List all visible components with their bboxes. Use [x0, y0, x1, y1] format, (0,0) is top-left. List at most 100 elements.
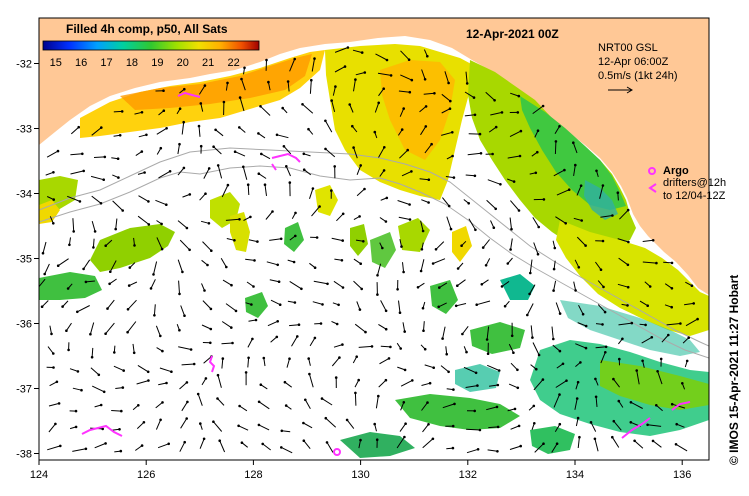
current-arrow: [507, 155, 521, 159]
current-arrow: [303, 440, 311, 450]
current-arrowhead: [293, 301, 297, 304]
drifter-track: [271, 152, 301, 171]
current-arrowhead: [133, 244, 136, 247]
current-arrowhead: [506, 262, 510, 265]
current-arrowhead: [337, 303, 340, 307]
current-arrow: [258, 132, 266, 139]
date-title: 12-Apr-2021 00Z: [466, 27, 559, 41]
current-arrow: [226, 238, 235, 241]
current-arrowhead: [554, 140, 558, 143]
current-arrowhead: [465, 82, 469, 85]
current-arrowhead: [161, 401, 164, 404]
y-tick-label: -34: [16, 189, 32, 201]
current-arrow: [91, 220, 96, 232]
current-arrow: [225, 218, 240, 221]
current-arrowhead: [254, 318, 258, 322]
current-arrowhead: [476, 448, 480, 451]
current-arrow: [137, 364, 149, 373]
current-arrowhead: [626, 263, 630, 267]
current-arrowhead: [101, 427, 104, 431]
current-arrowhead: [36, 287, 39, 290]
current-arrowhead: [604, 351, 607, 354]
current-arrowhead: [186, 400, 189, 404]
current-arrowhead: [577, 266, 581, 269]
current-arrowhead: [118, 134, 122, 137]
current-arrow: [261, 153, 271, 160]
current-arrowhead: [426, 54, 429, 58]
current-arrowhead: [167, 442, 170, 446]
current-arrowhead: [311, 187, 315, 190]
current-arrowhead: [437, 305, 441, 309]
current-arrow: [574, 259, 580, 268]
current-arrow: [242, 166, 248, 180]
current-arrowhead: [265, 58, 268, 62]
current-arrowhead: [558, 349, 562, 353]
current-arrowhead: [656, 370, 659, 373]
current-arrow: [509, 445, 521, 450]
current-arrowhead: [116, 157, 120, 160]
current-arrowhead: [616, 191, 620, 194]
current-arrow: [331, 237, 343, 242]
current-arrow: [400, 402, 405, 411]
current-arrowhead: [260, 152, 263, 156]
current-arrow: [289, 58, 296, 72]
current-arrowhead: [420, 248, 424, 251]
current-arrowhead: [453, 402, 456, 406]
current-arrowhead: [526, 313, 529, 317]
current-arrowhead: [611, 435, 614, 439]
current-arrowhead: [41, 251, 45, 255]
current-arrow: [552, 344, 561, 352]
current-arrowhead: [532, 404, 536, 408]
current-arrowhead: [411, 379, 414, 382]
current-arrowhead: [288, 181, 292, 184]
current-arrowhead: [517, 94, 521, 98]
current-arrowhead: [542, 442, 545, 446]
drifter-legend-icon: [648, 183, 657, 193]
current-arrow: [155, 325, 161, 337]
current-arrow: [179, 239, 190, 251]
current-arrowhead: [259, 383, 263, 387]
current-arrowhead: [147, 200, 150, 203]
current-arrow: [468, 218, 476, 231]
current-arrow: [267, 320, 278, 327]
current-arrowhead: [503, 304, 507, 308]
current-arrowhead: [601, 323, 604, 326]
current-arrow: [91, 127, 102, 136]
colorbar-tick-label: 17: [100, 57, 112, 69]
current-arrow: [467, 152, 482, 156]
current-arrow: [239, 97, 245, 112]
current-arrowhead: [282, 145, 286, 148]
current-arrowhead: [82, 169, 85, 173]
current-arrowhead: [427, 201, 430, 204]
current-arrow: [325, 148, 336, 158]
current-arrowhead: [302, 152, 306, 156]
current-arrowhead: [451, 424, 455, 428]
current-arrow: [137, 215, 150, 225]
current-arrowhead: [441, 337, 444, 340]
current-arrow: [510, 92, 519, 97]
current-arrowhead: [473, 113, 477, 117]
current-arrowhead: [65, 329, 68, 333]
current-arrowhead: [199, 422, 202, 425]
current-arrow: [267, 81, 271, 91]
current-arrowhead: [52, 198, 55, 201]
current-arrowhead: [400, 128, 404, 131]
current-arrowhead: [277, 280, 281, 284]
current-arrow: [127, 321, 137, 333]
current-arrowhead: [621, 337, 624, 341]
current-arrowhead: [326, 282, 329, 286]
current-arrow: [421, 199, 429, 203]
current-arrowhead: [152, 273, 155, 276]
current-arrow: [613, 378, 620, 388]
current-arrowhead: [404, 422, 407, 426]
current-arrow: [221, 321, 232, 329]
current-arrow: [48, 402, 60, 407]
current-arrow: [572, 142, 578, 154]
current-arrow: [464, 91, 475, 99]
current-arrow: [533, 242, 539, 255]
current-arrowhead: [383, 146, 386, 149]
current-arrowhead: [237, 424, 240, 428]
current-arrowhead: [104, 244, 107, 247]
current-arrowhead: [499, 183, 502, 186]
current-arrow: [421, 69, 426, 80]
